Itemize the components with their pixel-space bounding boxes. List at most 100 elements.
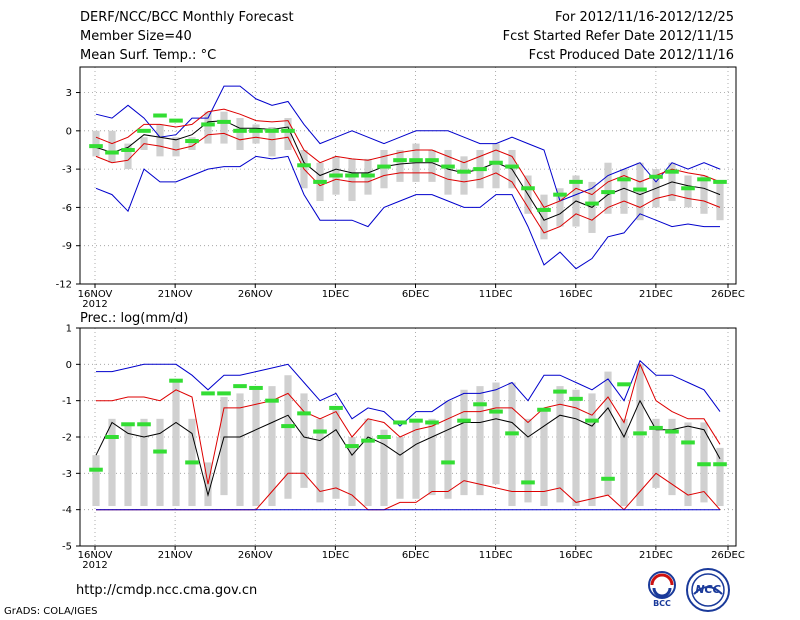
- prec-median-mark: [393, 420, 407, 425]
- prec-median-mark: [313, 429, 327, 434]
- temp-median-mark: [473, 167, 487, 172]
- prec-median-mark: [665, 429, 679, 434]
- prec-median-mark: [521, 480, 535, 485]
- temp-series-mean: [95, 120, 721, 221]
- prec-median-mark: [169, 378, 183, 383]
- source-url[interactable]: http://cmdp.ncc.cma.gov.cn: [76, 583, 258, 598]
- temp-spread-box: [620, 169, 628, 214]
- prec-ytick-label: -4: [62, 505, 72, 516]
- prec-spread-box: [220, 397, 228, 496]
- prec-median-mark: [153, 449, 167, 454]
- temp-ytick-label: -6: [62, 203, 72, 214]
- temp-xtick-label: 26DEC: [711, 289, 745, 300]
- temp-median-mark: [313, 179, 327, 184]
- temp-median-mark: [457, 169, 471, 174]
- temp-xtick-label: 21NOV: [158, 289, 193, 300]
- temp-spread-box: [156, 124, 164, 157]
- prec-spread-box: [716, 447, 724, 507]
- prec-spread-box: [588, 393, 596, 507]
- prec-median-mark: [361, 438, 375, 443]
- chart-title: DERF/NCC/BCC Monthly Forecast: [80, 10, 294, 25]
- temp-series-upper: [95, 108, 721, 209]
- prec-spread-box: [348, 437, 356, 507]
- prec-spread-box: [316, 418, 324, 503]
- member-size-label: Member Size=40: [80, 29, 192, 44]
- temp-series-lower: [95, 132, 721, 234]
- temp-median-mark: [713, 179, 727, 184]
- prec-spread-box: [540, 407, 548, 507]
- temp-spread-box: [684, 175, 692, 208]
- temp-median-mark: [89, 144, 103, 149]
- prec-xtick-label: 6DEC: [402, 550, 429, 561]
- temp-xtick-label: 16NOV: [78, 289, 113, 300]
- prec-spread-box: [604, 371, 612, 496]
- prec-xtick-label: 16NOV: [78, 550, 113, 561]
- temp-median-mark: [265, 128, 279, 133]
- prec-ytick-label: 0: [66, 360, 72, 371]
- temp-median-mark: [441, 164, 455, 169]
- prec-spread-box: [620, 418, 628, 507]
- temp-xtick-label: 11DEC: [479, 289, 513, 300]
- temp-median-mark: [377, 164, 391, 169]
- prec-median-mark: [345, 444, 359, 449]
- prec-median-mark: [601, 476, 615, 481]
- prec-spread-box: [476, 386, 484, 496]
- prec-series-max: [96, 359, 721, 427]
- temp-spread-box: [220, 111, 228, 144]
- temp-spread-box: [284, 118, 292, 150]
- temp-median-mark: [505, 164, 519, 169]
- temp-spread-box: [444, 149, 452, 195]
- temp-median-mark: [553, 192, 567, 197]
- prec-median-mark: [217, 391, 231, 396]
- temp-median-mark: [425, 158, 439, 163]
- temp-median-mark: [185, 139, 199, 144]
- prec-spread-box: [396, 437, 404, 499]
- prec-ytick-label: -1: [62, 396, 72, 407]
- prec-spread-box: [668, 418, 676, 496]
- prec-median-mark: [713, 462, 727, 467]
- temp-xtick-label: 21DEC: [639, 289, 673, 300]
- variable-label-top: Mean Surf. Temp.: °C: [80, 48, 217, 63]
- temp-ytick-label: -12: [56, 280, 72, 291]
- temp-median-mark: [169, 118, 183, 123]
- temp-median-mark: [521, 186, 535, 191]
- temp-median-mark: [297, 163, 311, 168]
- prec-median-mark: [409, 418, 423, 423]
- temp-median-mark: [201, 122, 215, 127]
- prec-spread-box: [524, 418, 532, 503]
- temp-median-mark: [617, 177, 631, 182]
- prec-spread-box: [652, 418, 660, 488]
- prec-median-mark: [185, 460, 199, 465]
- prec-median-mark: [553, 389, 567, 394]
- temp-spread-box: [268, 126, 276, 157]
- prec-spread-box: [556, 386, 564, 503]
- prec-spread-box: [108, 418, 116, 507]
- prec-xtick-label: 11DEC: [479, 550, 513, 561]
- temp-median-mark: [601, 190, 615, 195]
- temp-spread-box: [492, 143, 500, 189]
- prec-median-mark: [505, 431, 519, 436]
- temp-median-mark: [121, 147, 135, 152]
- prec-spread-box: [156, 418, 164, 507]
- prec-median-mark: [441, 460, 455, 465]
- prec-spread-box: [684, 422, 692, 507]
- prec-median-mark: [681, 440, 695, 445]
- temp-ytick-label: -9: [62, 241, 72, 252]
- temp-xtick-label: 26NOV: [238, 289, 273, 300]
- temp-median-mark: [649, 174, 663, 179]
- temp-median-mark: [153, 113, 167, 118]
- prec-spread-box: [428, 418, 436, 496]
- prec-xtick-label: 26DEC: [711, 550, 745, 561]
- prec-median-mark: [457, 418, 471, 423]
- temp-xtick-label: 1DEC: [322, 289, 349, 300]
- temp-median-mark: [569, 179, 583, 184]
- prec-spread-box: [284, 375, 292, 499]
- temp-median-mark: [489, 160, 503, 165]
- prec-spread-box: [236, 393, 244, 507]
- prec-xtick-label: 1DEC: [322, 550, 349, 561]
- temp-xtick-label: 6DEC: [402, 289, 429, 300]
- temp-spread-box: [460, 156, 468, 195]
- prec-spread-box: [172, 382, 180, 507]
- temp-spread-box: [556, 188, 564, 227]
